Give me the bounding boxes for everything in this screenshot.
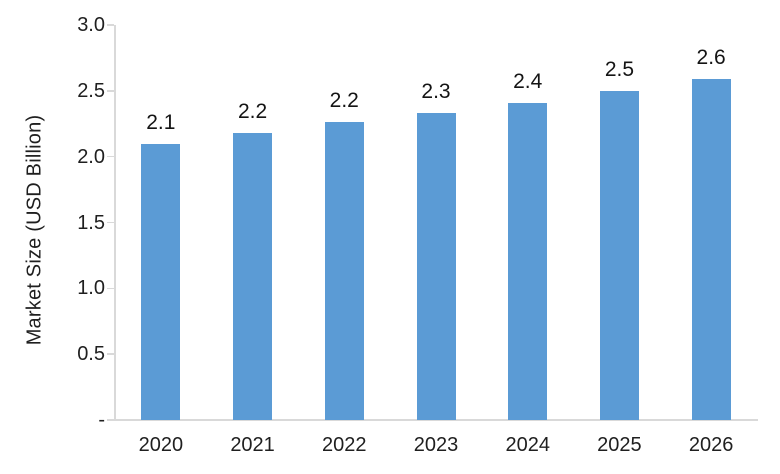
x-tick-label: 2021 (230, 434, 275, 456)
bar-value-label: 2.2 (237, 99, 268, 123)
bar-value-label: 2.2 (329, 89, 359, 113)
y-tick-mark (107, 287, 114, 290)
x-tick-label: 2022 (322, 434, 367, 456)
y-axis-line (114, 25, 116, 420)
bar-value-label: 2.1 (146, 110, 176, 134)
y-tick-mark (107, 90, 114, 92)
x-tick-label: 2023 (413, 434, 459, 456)
y-tick-mark (107, 155, 114, 158)
y-tick-label: 3.0 (77, 14, 105, 36)
y-tick-label: 0.5 (77, 343, 105, 366)
x-tick-label: 2026 (688, 434, 734, 456)
y-tick-mark (107, 353, 114, 355)
y-tick-label: 1.0 (77, 277, 105, 300)
y-tick-label: 2.5 (77, 79, 105, 102)
y-tick-label: 2.0 (77, 145, 105, 168)
bar-value-label: 2.6 (696, 45, 726, 69)
x-tick-label: 2020 (138, 434, 184, 456)
bar-value-label: 2.4 (513, 69, 543, 93)
y-tick-mark (107, 419, 114, 421)
x-tick-label: 2024 (505, 434, 550, 456)
y-tick-mark (107, 24, 114, 26)
bar-value-label: 2.5 (604, 57, 635, 81)
x-tick-label: 2025 (597, 434, 642, 456)
bar-2023 (416, 113, 456, 420)
y-tick-mark (107, 221, 114, 224)
bar-2026 (691, 78, 731, 420)
bar-2024 (508, 102, 548, 420)
bar-2021 (233, 132, 273, 420)
y-tick-label: 1.5 (77, 211, 105, 234)
bar-value-label: 2.3 (421, 80, 451, 104)
y-tick-label: - (98, 409, 105, 431)
bar-2020 (141, 143, 181, 420)
bar-2025 (599, 90, 639, 420)
bar-2022 (324, 122, 364, 420)
